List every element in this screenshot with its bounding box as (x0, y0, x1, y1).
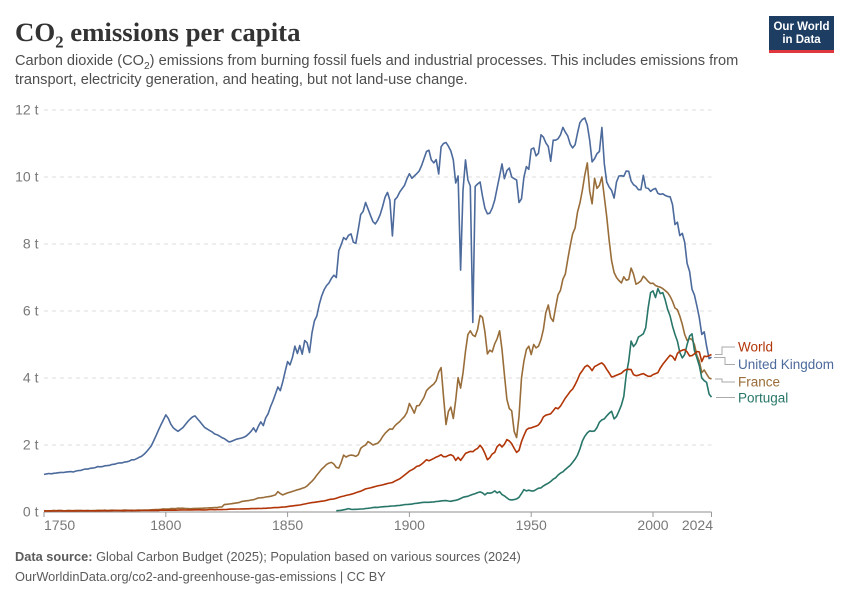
svg-text:8 t: 8 t (23, 236, 39, 252)
svg-text:2024: 2024 (682, 517, 713, 533)
svg-text:1750: 1750 (44, 517, 75, 533)
svg-text:1900: 1900 (394, 517, 425, 533)
svg-text:2 t: 2 t (23, 437, 39, 453)
svg-text:France: France (738, 375, 780, 390)
svg-text:World: World (738, 340, 773, 355)
svg-text:1950: 1950 (516, 517, 547, 533)
svg-text:0 t: 0 t (23, 504, 39, 520)
svg-text:4 t: 4 t (23, 370, 39, 386)
svg-text:10 t: 10 t (15, 169, 38, 185)
svg-text:United Kingdom: United Kingdom (738, 357, 834, 372)
svg-text:1800: 1800 (150, 517, 181, 533)
svg-text:2000: 2000 (637, 517, 668, 533)
svg-text:6 t: 6 t (23, 303, 39, 319)
svg-text:1850: 1850 (272, 517, 303, 533)
svg-text:12 t: 12 t (15, 102, 38, 118)
svg-text:Portugal: Portugal (738, 391, 788, 406)
